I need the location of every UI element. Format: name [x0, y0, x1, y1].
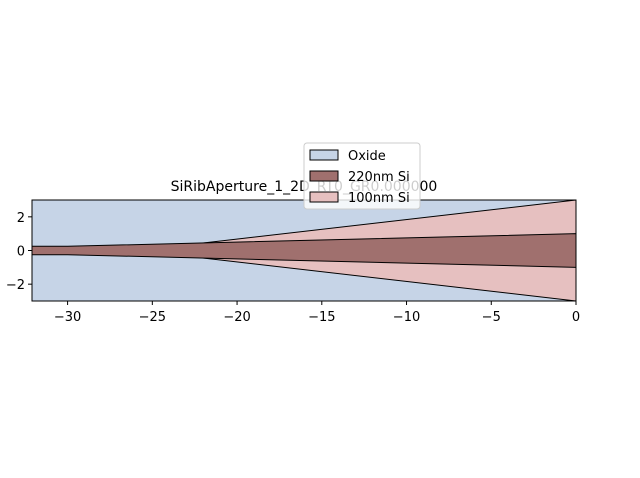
- x-tick-label: −25: [139, 310, 166, 325]
- y-tick-label: 2: [17, 211, 25, 226]
- legend-swatch: [309, 149, 339, 161]
- legend-swatch: [309, 191, 339, 203]
- x-tick-label: −15: [308, 310, 335, 325]
- x-tick-label: −30: [54, 310, 81, 325]
- x-tick-label: −10: [393, 310, 420, 325]
- legend: Oxide 220nm Si 100nm Si: [303, 142, 421, 210]
- x-tick-label: 0: [572, 310, 580, 325]
- y-tick-label: 0: [17, 245, 25, 260]
- polygon: [32, 233, 576, 268]
- shapes: [32, 200, 576, 301]
- plot-area: −30 −25 −20 −15 −10 −5 0−202: [6, 199, 580, 325]
- legend-label: Oxide: [348, 149, 386, 164]
- legend-swatch: [309, 170, 339, 182]
- x-tick-label: −20: [223, 310, 250, 325]
- legend-label: 220nm Si: [348, 170, 410, 185]
- y-tick-label: −2: [6, 278, 25, 293]
- x-tick-label: −5: [482, 310, 501, 325]
- legend-label: 100nm Si: [348, 191, 410, 206]
